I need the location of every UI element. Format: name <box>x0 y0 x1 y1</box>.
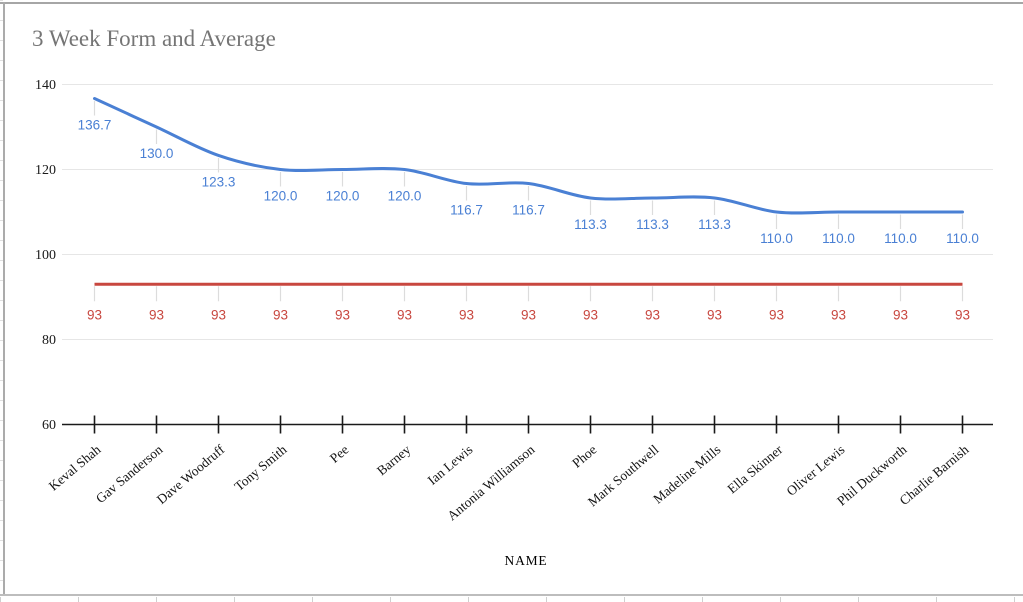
form-value-label: 130.0 <box>140 146 174 161</box>
form-value-label: 110.0 <box>822 231 855 246</box>
form-value-label: 116.7 <box>512 203 545 218</box>
form-value-label: 110.0 <box>760 231 793 246</box>
average-value-label: 93 <box>273 307 288 322</box>
x-category-label: Phoe <box>569 442 599 471</box>
form-line-series <box>93 97 964 215</box>
spreadsheet-column-gridlines <box>0 597 1023 602</box>
y-tick-label: 60 <box>42 418 56 433</box>
y-tick-label: 120 <box>35 163 56 178</box>
x-category-label: Keval Shah <box>46 442 104 494</box>
form-value-label: 113.3 <box>636 217 669 232</box>
average-value-label: 93 <box>707 307 722 322</box>
average-value-label: 93 <box>149 307 164 322</box>
x-category-label: Ian Lewis <box>425 442 476 488</box>
average-value-label: 93 <box>893 307 908 322</box>
average-value-label: 93 <box>211 307 226 322</box>
average-value-label: 93 <box>335 307 350 322</box>
form-value-label: 136.7 <box>78 118 112 133</box>
chart-frame-border-top <box>0 2 1023 4</box>
form-value-label: 120.0 <box>326 189 360 204</box>
chart-title: 3 Week Form and Average <box>32 26 276 51</box>
form-value-label: 116.7 <box>450 203 483 218</box>
average-value-label: 93 <box>459 307 474 322</box>
y-tick-label: 80 <box>42 333 56 348</box>
average-value-label: 93 <box>955 307 970 322</box>
form-value-label: 113.3 <box>574 217 607 232</box>
form-value-label: 113.3 <box>698 217 731 232</box>
x-axis-title: NAME <box>504 553 548 568</box>
average-value-label: 93 <box>769 307 784 322</box>
x-category-label: Tony Smith <box>231 442 289 494</box>
average-value-label: 93 <box>645 307 660 322</box>
spreadsheet-row-gridlines <box>0 0 3 602</box>
x-category-label: Pee <box>327 442 352 466</box>
x-category-label: Oliver Lewis <box>784 442 848 499</box>
x-category-label: Dave Woodruff <box>154 441 228 506</box>
x-category-label: Barney <box>374 442 414 479</box>
average-value-label: 93 <box>521 307 536 322</box>
average-value-label: 93 <box>831 307 846 322</box>
form-value-label: 110.0 <box>946 231 979 246</box>
chart-frame-border-left <box>3 2 5 594</box>
average-value-label: 93 <box>583 307 598 322</box>
form-value-label: 110.0 <box>884 231 917 246</box>
average-value-label: 93 <box>397 307 412 322</box>
chart-frame-border-bottom <box>0 594 1023 596</box>
x-category-label: Ella Skinner <box>724 441 785 496</box>
form-value-label: 120.0 <box>264 189 298 204</box>
form-value-label: 120.0 <box>388 189 422 204</box>
x-category-label: Madeline Mills <box>650 442 723 507</box>
y-tick-label: 140 <box>35 78 56 93</box>
average-value-label: 93 <box>87 307 102 322</box>
y-tick-label: 100 <box>35 248 56 263</box>
form-value-label: 123.3 <box>202 174 236 189</box>
